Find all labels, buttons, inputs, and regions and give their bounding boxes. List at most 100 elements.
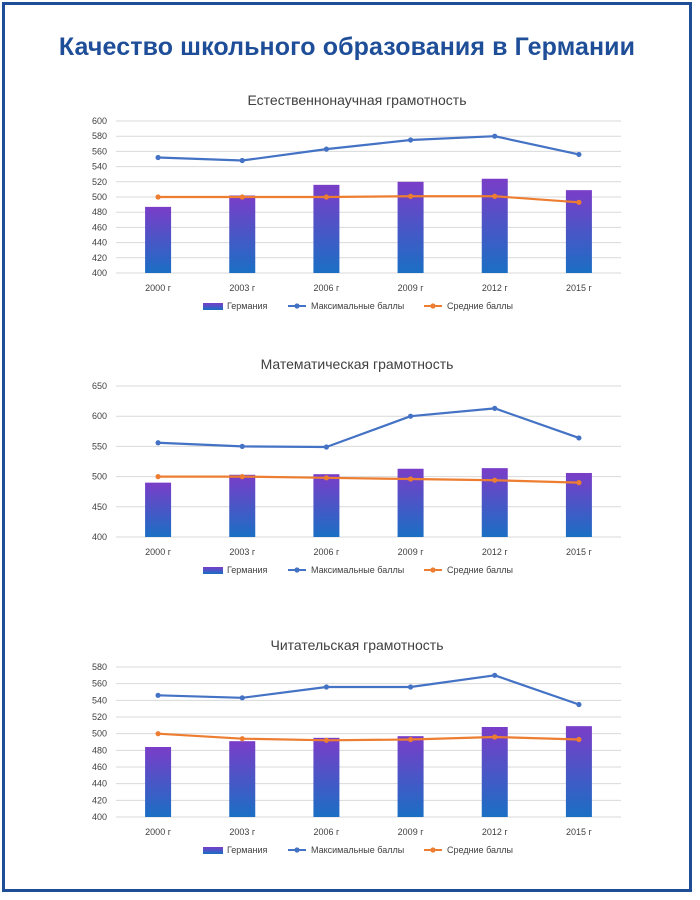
- chart-science: Естественнонаучная грамотность 400 420 440 4…: [92, 92, 621, 311]
- y-tick-label: 480: [92, 745, 107, 755]
- x-tick-label: 2000 г: [145, 547, 172, 557]
- y-tick-label: 650: [92, 381, 107, 391]
- y-tick-label: 540: [92, 162, 107, 172]
- x-tick-label: 2009 г: [398, 547, 425, 557]
- line-max-score: [158, 674, 580, 706]
- y-tick-label: 450: [92, 502, 107, 512]
- x-tick-label: 2015 г: [566, 827, 593, 837]
- point-avg-score: [155, 474, 161, 480]
- y-tick-label: 480: [92, 207, 107, 217]
- bar-germany: [481, 727, 508, 817]
- y-tick-label: 400: [92, 812, 107, 822]
- point-avg-score: [407, 193, 414, 199]
- point-avg-score: [576, 199, 582, 205]
- point-max-score: [576, 435, 582, 441]
- page-frame: Качество школьного образования в Германи…: [2, 2, 692, 892]
- point-avg-score: [155, 194, 161, 200]
- legend-label-avg: Средние баллы: [447, 845, 513, 855]
- legend-marker-max: [294, 567, 300, 573]
- y-tick-label: 460: [92, 762, 107, 772]
- y-tick-label: 440: [92, 779, 107, 789]
- point-max-score: [407, 413, 414, 419]
- point-avg-score: [407, 476, 414, 482]
- bar-germany: [313, 474, 340, 537]
- point-max-score: [492, 672, 498, 678]
- point-avg-score: [323, 194, 330, 200]
- legend-label-germany: Германия: [227, 845, 267, 855]
- legend-label-max: Максимальные баллы: [311, 301, 404, 311]
- point-avg-score: [492, 477, 498, 483]
- point-avg-score: [492, 734, 498, 740]
- y-tick-label: 400: [92, 268, 107, 278]
- y-tick-label: 500: [92, 472, 107, 482]
- bar-germany: [145, 206, 172, 273]
- x-tick-label: 2003 г: [229, 827, 256, 837]
- bar-germany: [145, 747, 172, 817]
- point-max-score: [492, 133, 498, 139]
- legend-swatch-germany: [203, 567, 223, 574]
- bar-germany: [229, 195, 256, 273]
- y-tick-label: 600: [92, 116, 107, 126]
- bar-germany: [397, 736, 424, 817]
- x-tick-label: 2009 г: [398, 827, 425, 837]
- x-tick-label: 2015 г: [566, 547, 593, 557]
- point-avg-score: [239, 194, 245, 200]
- bar-germany: [229, 741, 256, 817]
- y-tick-label: 550: [92, 441, 107, 451]
- y-tick-label: 500: [92, 192, 107, 202]
- point-max-score: [155, 692, 161, 698]
- chart-title: Читательская грамотность: [270, 637, 443, 653]
- legend-label-germany: Германия: [227, 565, 267, 575]
- legend-marker-avg: [430, 567, 436, 573]
- point-max-score: [492, 405, 498, 411]
- bar-germany: [229, 474, 256, 537]
- point-max-score: [576, 701, 582, 708]
- point-avg-score: [576, 480, 582, 486]
- x-tick-label: 2015 г: [566, 283, 593, 293]
- x-tick-label: 2000 г: [145, 283, 172, 293]
- point-max-score: [239, 443, 245, 449]
- point-avg-score: [239, 474, 245, 480]
- y-tick-label: 420: [92, 795, 107, 805]
- point-avg-score: [239, 736, 245, 742]
- chart-math: Математическая грамотность 400 450 500 550 60…: [92, 356, 621, 575]
- point-max-score: [323, 444, 330, 450]
- x-tick-label: 2006 г: [314, 547, 341, 557]
- bar-germany: [145, 482, 172, 537]
- legend-marker-max: [294, 303, 300, 309]
- y-tick-label: 520: [92, 712, 107, 722]
- x-tick-label: 2009 г: [398, 283, 425, 293]
- bar-germany: [313, 737, 340, 817]
- point-avg-score: [492, 193, 498, 199]
- point-avg-score: [323, 737, 330, 743]
- chart-title: Математическая грамотность: [261, 356, 454, 372]
- point-max-score: [323, 684, 330, 690]
- y-tick-label: 560: [92, 146, 107, 156]
- x-tick-label: 2012 г: [482, 547, 509, 557]
- line-avg-score: [158, 732, 579, 742]
- y-tick-label: 540: [92, 695, 107, 705]
- y-tick-label: 560: [92, 679, 107, 689]
- legend-swatch-germany: [203, 847, 223, 854]
- chart-reading: Читательская грамотность 400 420 440 460 480 5…: [92, 637, 621, 855]
- x-tick-label: 2003 г: [229, 547, 256, 557]
- y-tick-label: 420: [92, 253, 107, 263]
- chart-title: Естественнонаучная грамотность: [247, 92, 466, 108]
- legend-label-max: Максимальные баллы: [311, 845, 404, 855]
- point-max-score: [155, 154, 161, 161]
- legend-label-germany: Германия: [227, 301, 267, 311]
- point-max-score: [576, 151, 582, 158]
- line-max-score: [158, 135, 580, 162]
- y-tick-label: 580: [92, 662, 107, 672]
- x-tick-label: 2012 г: [482, 283, 509, 293]
- legend-marker-avg: [430, 303, 436, 309]
- point-max-score: [323, 146, 330, 152]
- legend-label-max: Максимальные баллы: [311, 565, 404, 575]
- legend-swatch-germany: [203, 303, 223, 310]
- line-avg-score: [158, 475, 579, 484]
- x-tick-label: 2003 г: [229, 283, 256, 293]
- x-tick-label: 2000 г: [145, 827, 172, 837]
- y-tick-label: 580: [92, 131, 107, 141]
- point-max-score: [407, 684, 414, 690]
- y-tick-label: 500: [92, 729, 107, 739]
